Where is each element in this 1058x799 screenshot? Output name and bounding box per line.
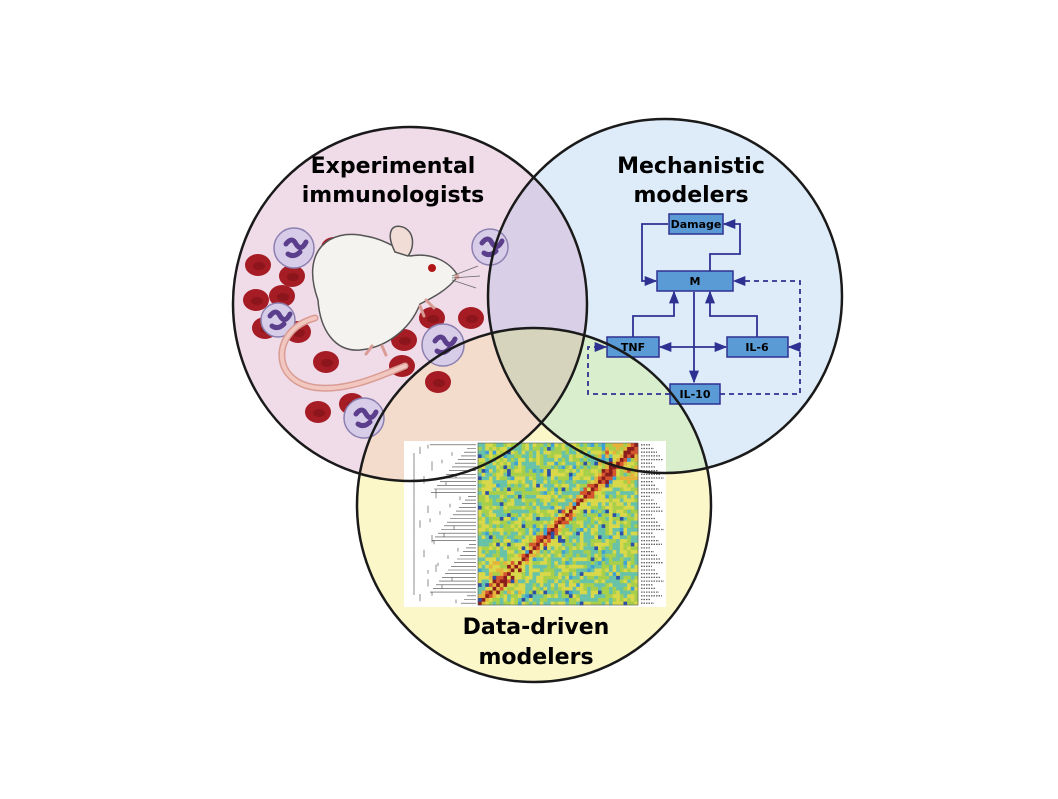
node-il6-box xyxy=(726,336,789,358)
heatmap-row-labels xyxy=(641,444,664,604)
circle-mechanistic-outline xyxy=(486,117,844,475)
label-mechanistic-line1: Mechanistic xyxy=(617,154,765,179)
label-datadriven-line1: Data-driven xyxy=(463,615,610,640)
node-il6-label: IL-6 xyxy=(745,341,769,354)
node-il10-label: IL-10 xyxy=(680,388,711,401)
label-experimental-line1: Experimental xyxy=(311,154,476,179)
red-blood-cell xyxy=(243,289,269,311)
edge-m-to-damage xyxy=(709,218,741,274)
edge-il10-loop-left xyxy=(587,341,670,395)
node-tnf-label: TNF xyxy=(621,341,645,354)
mouse-ear xyxy=(389,225,414,257)
red-blood-cell xyxy=(269,285,295,307)
overlap-exp-data xyxy=(357,328,587,481)
red-blood-cell xyxy=(458,307,484,329)
edge-il6-to-m xyxy=(704,290,758,338)
mouse-eye xyxy=(428,264,436,272)
red-blood-cell xyxy=(279,265,305,287)
circle-experimental-outline xyxy=(231,125,589,483)
mechanistic-network: Damage M TNF IL-6 IL-10 xyxy=(587,213,801,405)
circle-datadriven-outline xyxy=(355,326,713,684)
edge-il10-loop-right xyxy=(720,275,801,395)
red-blood-cell xyxy=(425,371,451,393)
white-blood-cell xyxy=(343,397,385,439)
overlap-mech-data xyxy=(488,328,711,473)
node-damage-box xyxy=(668,213,724,235)
mouse-icon xyxy=(278,225,481,392)
red-blood-cell xyxy=(419,307,445,329)
mouse-nose xyxy=(454,274,460,280)
edge-tnf-to-m xyxy=(632,290,680,338)
label-mechanistic-line2: modelers xyxy=(633,183,748,208)
blood-cells-illustration xyxy=(243,227,509,439)
heatmap-figure xyxy=(404,441,666,607)
red-blood-cell xyxy=(305,401,331,423)
node-il10-box xyxy=(669,383,721,405)
node-m-box xyxy=(656,270,734,292)
node-m-label: M xyxy=(690,275,701,288)
edge-damage-to-m xyxy=(641,223,668,287)
label-datadriven-line2: modelers xyxy=(478,645,593,670)
red-blood-cell xyxy=(313,351,339,373)
white-blood-cell xyxy=(260,302,296,338)
red-blood-cell xyxy=(245,254,271,276)
label-experimental-line2: immunologists xyxy=(302,183,484,208)
white-blood-cell xyxy=(273,227,315,269)
node-damage-label: Damage xyxy=(671,218,722,231)
heatmap-matrix xyxy=(477,442,639,606)
white-blood-cell xyxy=(471,228,509,266)
